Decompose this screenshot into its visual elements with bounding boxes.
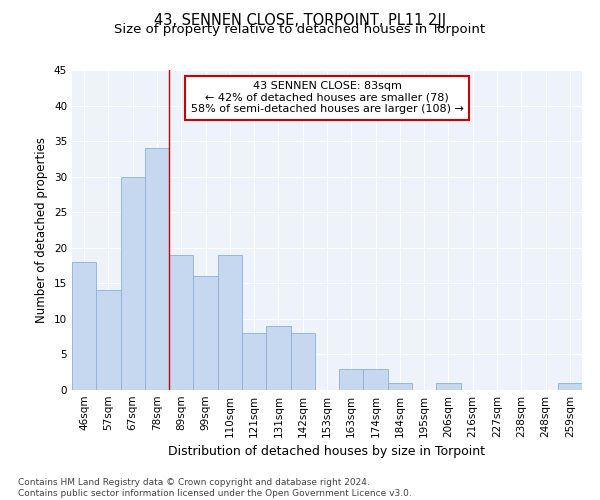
Bar [193, 276, 218, 390]
Bar [121, 176, 145, 390]
Bar [242, 333, 266, 390]
Text: 43, SENNEN CLOSE, TORPOINT, PL11 2JJ: 43, SENNEN CLOSE, TORPOINT, PL11 2JJ [154, 12, 446, 28]
Bar [436, 383, 461, 390]
Bar [169, 255, 193, 390]
Bar [388, 383, 412, 390]
Text: 43 SENNEN CLOSE: 83sqm
← 42% of detached houses are smaller (78)
58% of semi-det: 43 SENNEN CLOSE: 83sqm ← 42% of detached… [191, 81, 463, 114]
Bar [558, 383, 582, 390]
Bar [364, 368, 388, 390]
Bar [218, 255, 242, 390]
Bar [266, 326, 290, 390]
X-axis label: Distribution of detached houses by size in Torpoint: Distribution of detached houses by size … [169, 446, 485, 458]
Text: Contains HM Land Registry data © Crown copyright and database right 2024.
Contai: Contains HM Land Registry data © Crown c… [18, 478, 412, 498]
Bar [145, 148, 169, 390]
Bar [96, 290, 121, 390]
Bar [339, 368, 364, 390]
Text: Size of property relative to detached houses in Torpoint: Size of property relative to detached ho… [115, 24, 485, 36]
Y-axis label: Number of detached properties: Number of detached properties [35, 137, 49, 323]
Bar [72, 262, 96, 390]
Bar [290, 333, 315, 390]
